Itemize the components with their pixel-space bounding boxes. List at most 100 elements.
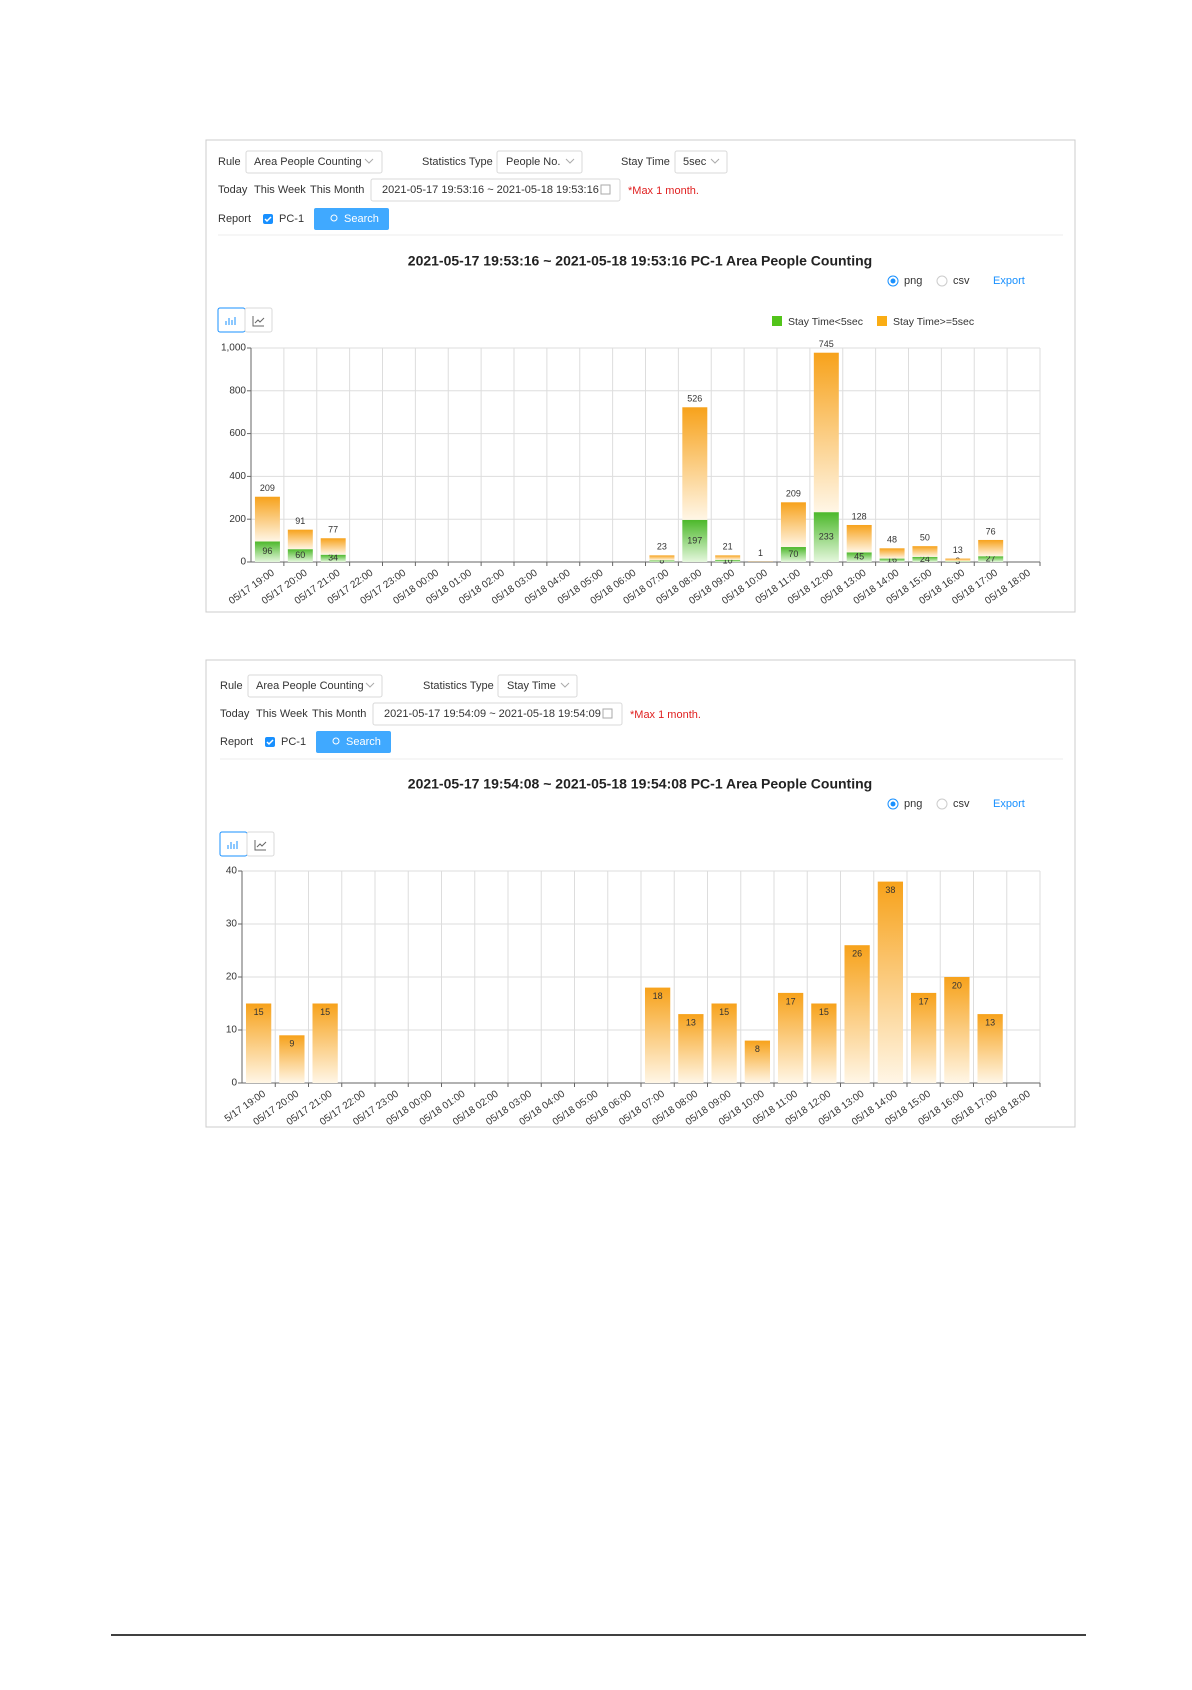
label: Report	[218, 213, 251, 225]
value-label: 15	[254, 1007, 264, 1017]
bar	[911, 993, 936, 1083]
value-label: 21	[723, 542, 733, 552]
value-label: 70	[788, 549, 798, 559]
label: Rule	[220, 680, 243, 692]
quick-range[interactable]: Today	[220, 708, 250, 720]
value-label: 91	[295, 516, 305, 526]
bar	[255, 497, 280, 542]
value-label: 96	[262, 546, 272, 556]
legend-label: Stay Time<5sec	[788, 316, 863, 328]
select-value[interactable]: Stay Time	[507, 680, 556, 692]
select-value[interactable]: Area People Counting	[256, 680, 364, 692]
value-label: 45	[854, 552, 864, 562]
button-text[interactable]: Search	[346, 736, 381, 748]
y-tick-label: 0	[240, 557, 246, 568]
value-label: 233	[819, 531, 834, 541]
value-label: 209	[260, 483, 275, 493]
bar	[814, 353, 839, 512]
label: Statistics Type	[422, 156, 493, 168]
quick-range[interactable]: This Month	[312, 708, 366, 720]
y-tick-label: 30	[226, 919, 238, 930]
export-link[interactable]: Export	[993, 798, 1025, 810]
y-tick-label: 10	[226, 1025, 238, 1036]
bar	[912, 546, 937, 557]
y-tick-label: 0	[231, 1078, 237, 1089]
legend-swatch	[877, 316, 887, 326]
value-label: 9	[289, 1039, 294, 1049]
value-label: 17	[786, 996, 796, 1006]
legend-label: Stay Time>=5sec	[893, 316, 974, 328]
value-label: 20	[952, 980, 962, 990]
radio-label[interactable]: csv	[953, 798, 970, 810]
bar	[880, 548, 905, 558]
radio-label[interactable]: png	[904, 275, 922, 287]
bar	[847, 525, 872, 552]
radio[interactable]	[937, 799, 947, 809]
value-label: 13	[985, 1017, 995, 1027]
label: Report	[220, 736, 253, 748]
radio[interactable]	[937, 276, 947, 286]
radio-label[interactable]: png	[904, 798, 922, 810]
select-value[interactable]: Area People Counting	[254, 156, 362, 168]
date-value[interactable]: 2021-05-17 19:53:16 ~ 2021-05-18 19:53:1…	[382, 184, 599, 196]
bar	[321, 538, 346, 554]
bar	[682, 407, 707, 520]
label: Statistics Type	[423, 680, 494, 692]
value-label: 1	[758, 548, 763, 558]
bar	[715, 555, 740, 559]
note: *Max 1 month.	[628, 185, 699, 197]
date-value[interactable]: 2021-05-17 19:54:09 ~ 2021-05-18 19:54:0…	[384, 708, 601, 720]
quick-range[interactable]: This Month	[310, 184, 364, 196]
button-text[interactable]: Search	[344, 213, 379, 225]
y-tick-label: 600	[229, 428, 246, 439]
chart-title: 2021-05-17 19:53:16 ~ 2021-05-18 19:53:1…	[408, 253, 872, 269]
label: Rule	[218, 156, 241, 168]
bar	[945, 559, 970, 562]
value-label: 26	[852, 949, 862, 959]
value-label: 76	[986, 526, 996, 536]
quick-range[interactable]: This Week	[256, 708, 308, 720]
bar	[978, 540, 1003, 556]
quick-range[interactable]: Today	[218, 184, 248, 196]
legend-swatch	[772, 316, 782, 326]
select-value[interactable]: 5sec	[683, 156, 707, 168]
value-label: 15	[719, 1007, 729, 1017]
radio-label[interactable]: csv	[953, 275, 970, 287]
device: PC-1	[279, 213, 304, 225]
select-value[interactable]: People No.	[506, 156, 560, 168]
radio-dot	[891, 802, 896, 807]
bar	[944, 977, 969, 1083]
value-label: 50	[920, 533, 930, 543]
value-label: 15	[819, 1007, 829, 1017]
value-label: 128	[852, 511, 867, 521]
bar	[878, 882, 903, 1083]
chart-title: 2021-05-17 19:54:08 ~ 2021-05-18 19:54:0…	[408, 776, 872, 792]
bar	[645, 988, 670, 1083]
value-label: 38	[885, 885, 895, 895]
y-tick-label: 1,000	[221, 343, 246, 354]
label: Stay Time	[621, 156, 670, 168]
bar	[649, 555, 674, 560]
value-label: 15	[320, 1007, 330, 1017]
y-tick-label: 400	[229, 471, 246, 482]
value-label: 17	[919, 996, 929, 1006]
bar	[288, 530, 313, 549]
y-tick-label: 200	[229, 514, 246, 525]
bar	[781, 502, 806, 547]
radio-dot	[891, 279, 896, 284]
bar	[844, 945, 869, 1083]
value-label: 745	[819, 339, 834, 349]
value-label: 209	[786, 489, 801, 499]
value-label: 8	[755, 1044, 760, 1054]
value-label: 23	[657, 542, 667, 552]
y-tick-label: 20	[226, 972, 238, 983]
quick-range[interactable]: This Week	[254, 184, 306, 196]
note: *Max 1 month.	[630, 709, 701, 721]
value-label: 77	[328, 525, 338, 535]
value-label: 13	[686, 1017, 696, 1027]
export-link[interactable]: Export	[993, 275, 1025, 287]
value-label: 526	[687, 394, 702, 404]
y-tick-label: 40	[226, 866, 238, 877]
value-label: 13	[953, 545, 963, 555]
